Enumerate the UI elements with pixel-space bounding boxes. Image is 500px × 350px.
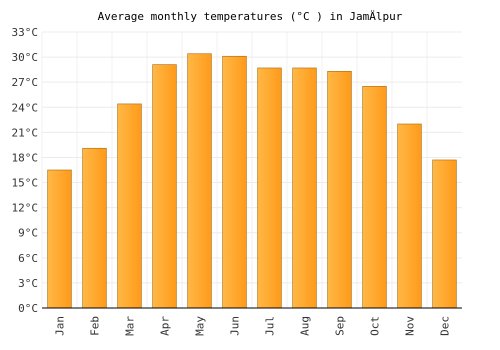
- x-tick-label: Jun: [229, 316, 242, 336]
- x-tick-label: Aug: [299, 316, 312, 336]
- y-tick-label: 6°C: [18, 252, 38, 265]
- bar: [292, 67, 317, 309]
- chart-title: Average monthly temperatures (°C ) in Ja…: [98, 10, 403, 23]
- y-tick-label: 15°C: [12, 177, 39, 190]
- bar: [82, 147, 107, 309]
- x-tick-label: Mar: [124, 316, 137, 336]
- x-tick-label: Jul: [264, 316, 277, 336]
- bar: [187, 53, 212, 309]
- bar: [117, 103, 142, 309]
- x-tick-label: Sep: [334, 316, 347, 336]
- bar: [327, 71, 352, 309]
- bar: [47, 169, 72, 309]
- y-tick-label: 3°C: [18, 277, 38, 290]
- y-tick-label: 27°C: [12, 76, 39, 89]
- y-tick-label: 33°C: [12, 26, 39, 39]
- x-tick-label: Nov: [404, 316, 417, 336]
- y-tick-label: 21°C: [12, 126, 39, 139]
- y-tick-label: 12°C: [12, 202, 39, 215]
- x-tick-label: May: [194, 316, 207, 336]
- x-tick-label: Jan: [54, 316, 67, 336]
- bar: [257, 67, 282, 309]
- bar: [397, 123, 422, 309]
- x-tick-label: Oct: [369, 316, 382, 336]
- y-tick-label: 30°C: [12, 51, 39, 64]
- bar: [432, 159, 457, 309]
- x-tick-label: Dec: [439, 316, 452, 336]
- y-tick-label: 9°C: [18, 227, 38, 240]
- bar: [152, 64, 177, 309]
- y-tick-label: 0°C: [18, 302, 38, 315]
- x-tick-label: Apr: [159, 316, 172, 336]
- y-tick-label: 18°C: [12, 151, 39, 164]
- y-tick-label: 24°C: [12, 101, 39, 114]
- bar: [362, 86, 387, 309]
- x-tick-label: Feb: [89, 316, 102, 336]
- bar: [222, 55, 247, 309]
